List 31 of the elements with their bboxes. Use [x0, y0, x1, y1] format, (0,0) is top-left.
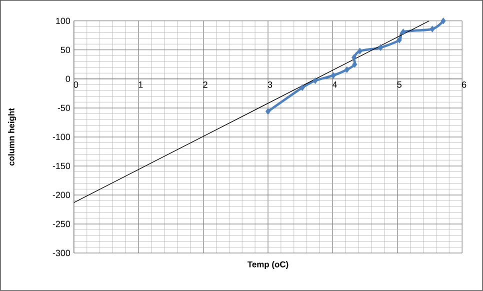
point: [312, 77, 318, 84]
point: [300, 84, 305, 92]
y-tick-label: -100: [52, 134, 70, 140]
x-tick-label: 1: [138, 81, 143, 88]
y-axis-title: column height: [8, 108, 16, 166]
x-tick-label: 3: [268, 81, 272, 88]
x-tick-label: 4: [332, 81, 337, 88]
point: [430, 26, 435, 32]
x-tick-label: 6: [462, 81, 466, 88]
point: [378, 44, 384, 51]
x-tick-label: 5: [397, 81, 402, 88]
point: [396, 36, 402, 44]
point: [440, 18, 446, 24]
x-axis-title: Temp (oC): [247, 261, 288, 270]
y-tick-label: 50: [60, 46, 70, 54]
y-tick-label: -150: [52, 162, 70, 170]
point: [265, 108, 271, 115]
y-tick-label: -200: [52, 192, 70, 198]
y-tick-label: 100: [56, 18, 70, 24]
point: [330, 72, 336, 79]
y-tick-label: -300: [52, 250, 70, 256]
point: [357, 48, 362, 54]
y-tick-label: 0: [66, 76, 70, 82]
x-tick-label: 0: [74, 81, 78, 88]
point: [344, 66, 350, 74]
y-tick-label: -250: [52, 220, 70, 228]
x-tick-label: 2: [203, 81, 208, 88]
y-tick-label: -50: [58, 104, 70, 112]
point: [352, 61, 358, 68]
point: [351, 54, 357, 61]
point: [400, 28, 406, 36]
